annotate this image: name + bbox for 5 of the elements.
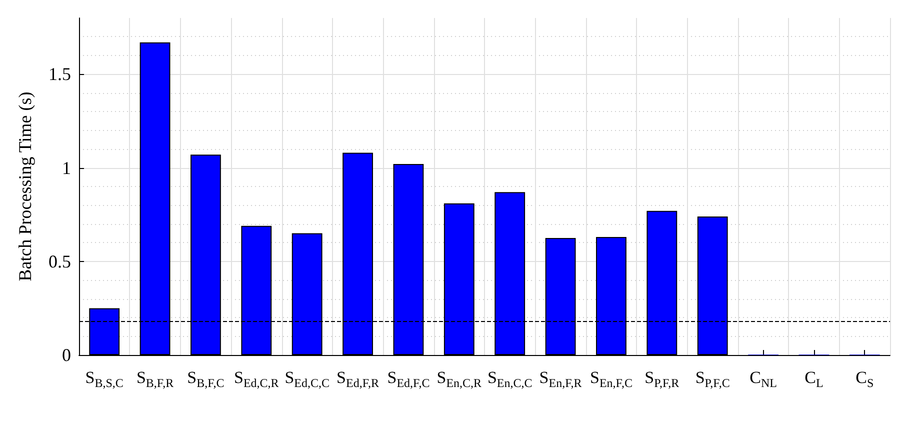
- y-tick-label: 1: [62, 158, 71, 178]
- y-tick-label: 1.5: [48, 64, 71, 84]
- y-tick-label: 0: [62, 345, 71, 365]
- y-tick-label: 0.5: [48, 251, 71, 272]
- y-axis-title: Batch Processing Time (s): [15, 92, 35, 282]
